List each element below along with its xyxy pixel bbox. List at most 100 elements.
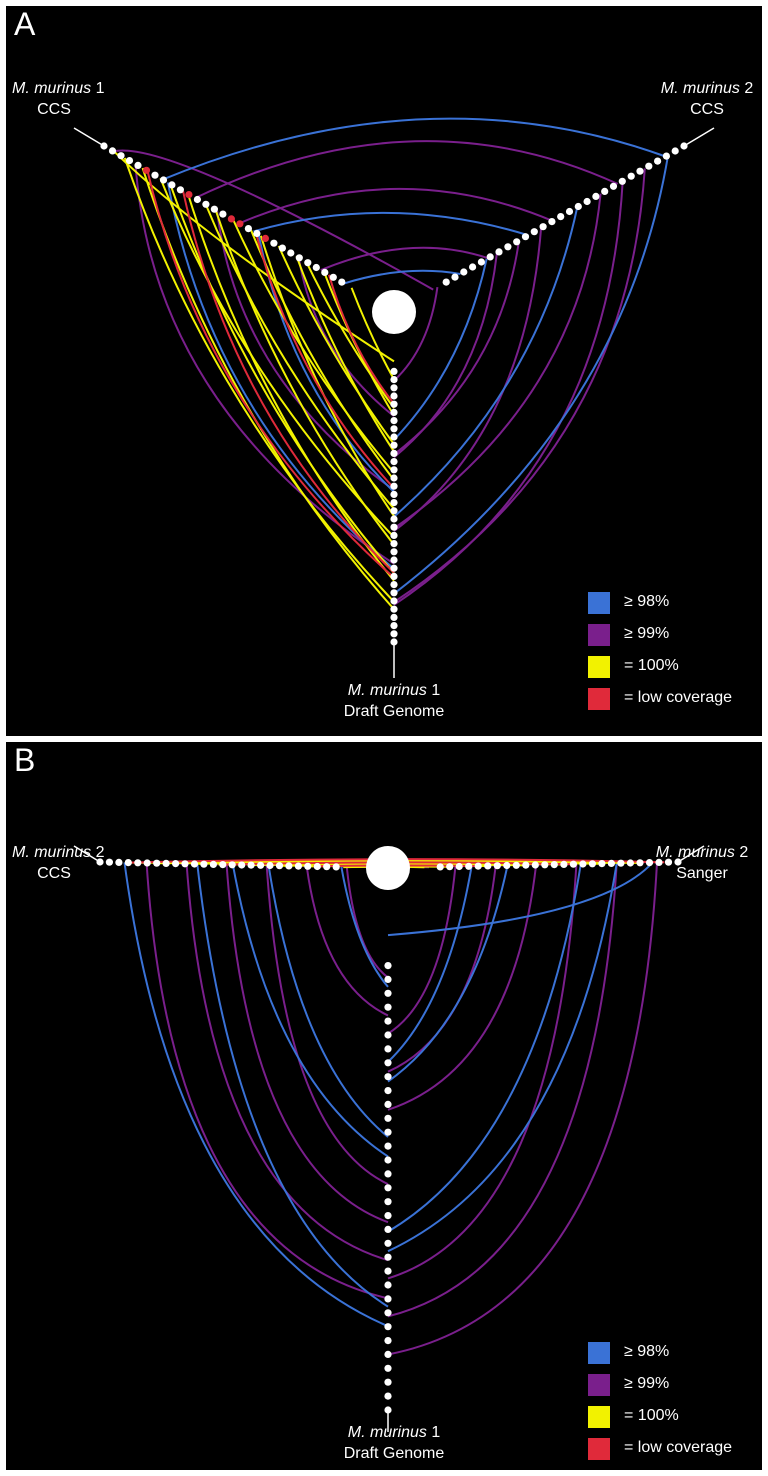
legend-swatch xyxy=(588,1374,610,1396)
legend-swatch xyxy=(588,1438,610,1460)
axis-node xyxy=(680,142,688,150)
axis-node xyxy=(484,862,492,870)
axis-node xyxy=(390,384,398,392)
panel-b: B M. murinus 2 CCS M. murinus 2 Sanger M… xyxy=(6,742,762,1470)
yellow-link xyxy=(169,183,395,574)
axis-label-bottom: M. murinus 1 Draft Genome xyxy=(324,1422,464,1464)
axis-node xyxy=(257,861,265,869)
axis-node xyxy=(329,273,337,281)
axis-node xyxy=(390,408,398,416)
axis-node xyxy=(384,989,392,997)
axis-node xyxy=(125,157,134,165)
link-group xyxy=(123,858,665,1356)
yellow-link xyxy=(159,177,395,538)
axis-node xyxy=(323,863,331,871)
low-coverage-node xyxy=(261,234,269,242)
axis-node xyxy=(384,1225,392,1233)
axis-node xyxy=(609,182,618,190)
hive-plot-a xyxy=(73,117,715,678)
blue-link xyxy=(387,863,582,1233)
blue-link xyxy=(340,866,389,988)
axis-node xyxy=(503,861,511,870)
axis-node xyxy=(190,860,199,868)
blue-link xyxy=(253,211,529,237)
axis-node xyxy=(390,523,398,531)
axis-node xyxy=(446,863,454,871)
purple-link xyxy=(194,140,619,200)
legend-label: ≥ 99% xyxy=(624,1375,670,1392)
axis-node xyxy=(312,263,320,272)
axis-node xyxy=(390,367,398,375)
axis-node xyxy=(550,861,558,869)
purple-link xyxy=(393,193,602,530)
axis-node xyxy=(390,564,398,572)
axis-node xyxy=(384,1156,392,1164)
axis-node xyxy=(636,167,644,175)
red-link xyxy=(255,232,395,489)
axis-node xyxy=(512,861,520,869)
species-name: M. murinus xyxy=(660,80,740,97)
purple-link xyxy=(134,164,395,565)
axis-node xyxy=(493,862,501,870)
sample-number: 1 xyxy=(426,682,441,699)
axis-node xyxy=(557,213,565,221)
axis-node xyxy=(521,233,530,241)
blue-link xyxy=(343,269,461,285)
axis-node xyxy=(390,441,398,449)
axis-node xyxy=(384,1017,392,1025)
purple-link xyxy=(393,168,646,603)
legend-swatch xyxy=(588,592,610,614)
axis-node xyxy=(617,859,625,867)
right-axis-leader xyxy=(683,127,715,147)
species-name: M. murinus xyxy=(655,844,735,861)
axis-node xyxy=(504,243,512,251)
yellow-link xyxy=(277,245,395,445)
axis-node xyxy=(530,228,538,236)
axis-node xyxy=(460,268,468,276)
panel-a: A M. murinus 1 CCS M. murinus 2 CCS M. m… xyxy=(6,6,762,736)
blue-link xyxy=(387,865,509,1083)
purple-link xyxy=(145,862,389,1300)
axis-node xyxy=(384,1239,392,1247)
purple-link xyxy=(185,863,389,1262)
low-coverage-node xyxy=(185,191,193,199)
legend-label: = low coverage xyxy=(624,1439,733,1456)
axis-node xyxy=(124,859,132,867)
panel-letter: A xyxy=(14,6,36,42)
purple-link xyxy=(387,863,618,1318)
axis-node xyxy=(601,187,609,195)
purple-link xyxy=(387,864,578,1280)
axis-node xyxy=(200,860,208,868)
axis-node xyxy=(390,581,398,589)
axis-node xyxy=(384,1170,392,1178)
axis-node xyxy=(117,152,125,160)
right-axis-leader xyxy=(677,845,705,863)
axis-node xyxy=(390,638,398,646)
axis-node xyxy=(442,278,450,286)
axis-node xyxy=(304,862,312,870)
axis-node xyxy=(565,207,574,216)
axis-node xyxy=(654,157,662,165)
data-type: Draft Genome xyxy=(343,703,445,720)
axis-node xyxy=(384,962,392,970)
axis-node xyxy=(275,862,284,870)
axis-node xyxy=(384,1114,392,1122)
axis-node xyxy=(560,860,568,868)
yellow-link xyxy=(232,219,395,474)
left-axis-leader xyxy=(73,127,105,147)
axis-node xyxy=(384,1031,392,1039)
panel-letter: B xyxy=(14,742,36,778)
axis-node xyxy=(513,238,521,246)
axis-node xyxy=(588,860,597,868)
axis-node xyxy=(384,1100,392,1108)
axis-node xyxy=(321,268,329,276)
purple-link xyxy=(320,246,489,272)
axis-node xyxy=(583,197,591,206)
data-type: Sanger xyxy=(676,865,728,882)
axis-node xyxy=(390,531,398,540)
sample-number: 1 xyxy=(426,1424,441,1441)
axis-label-left: M. murinus 2 CCS xyxy=(12,842,104,884)
axis-node xyxy=(115,858,123,866)
axis-node xyxy=(645,859,654,867)
yellow-link xyxy=(295,255,395,453)
